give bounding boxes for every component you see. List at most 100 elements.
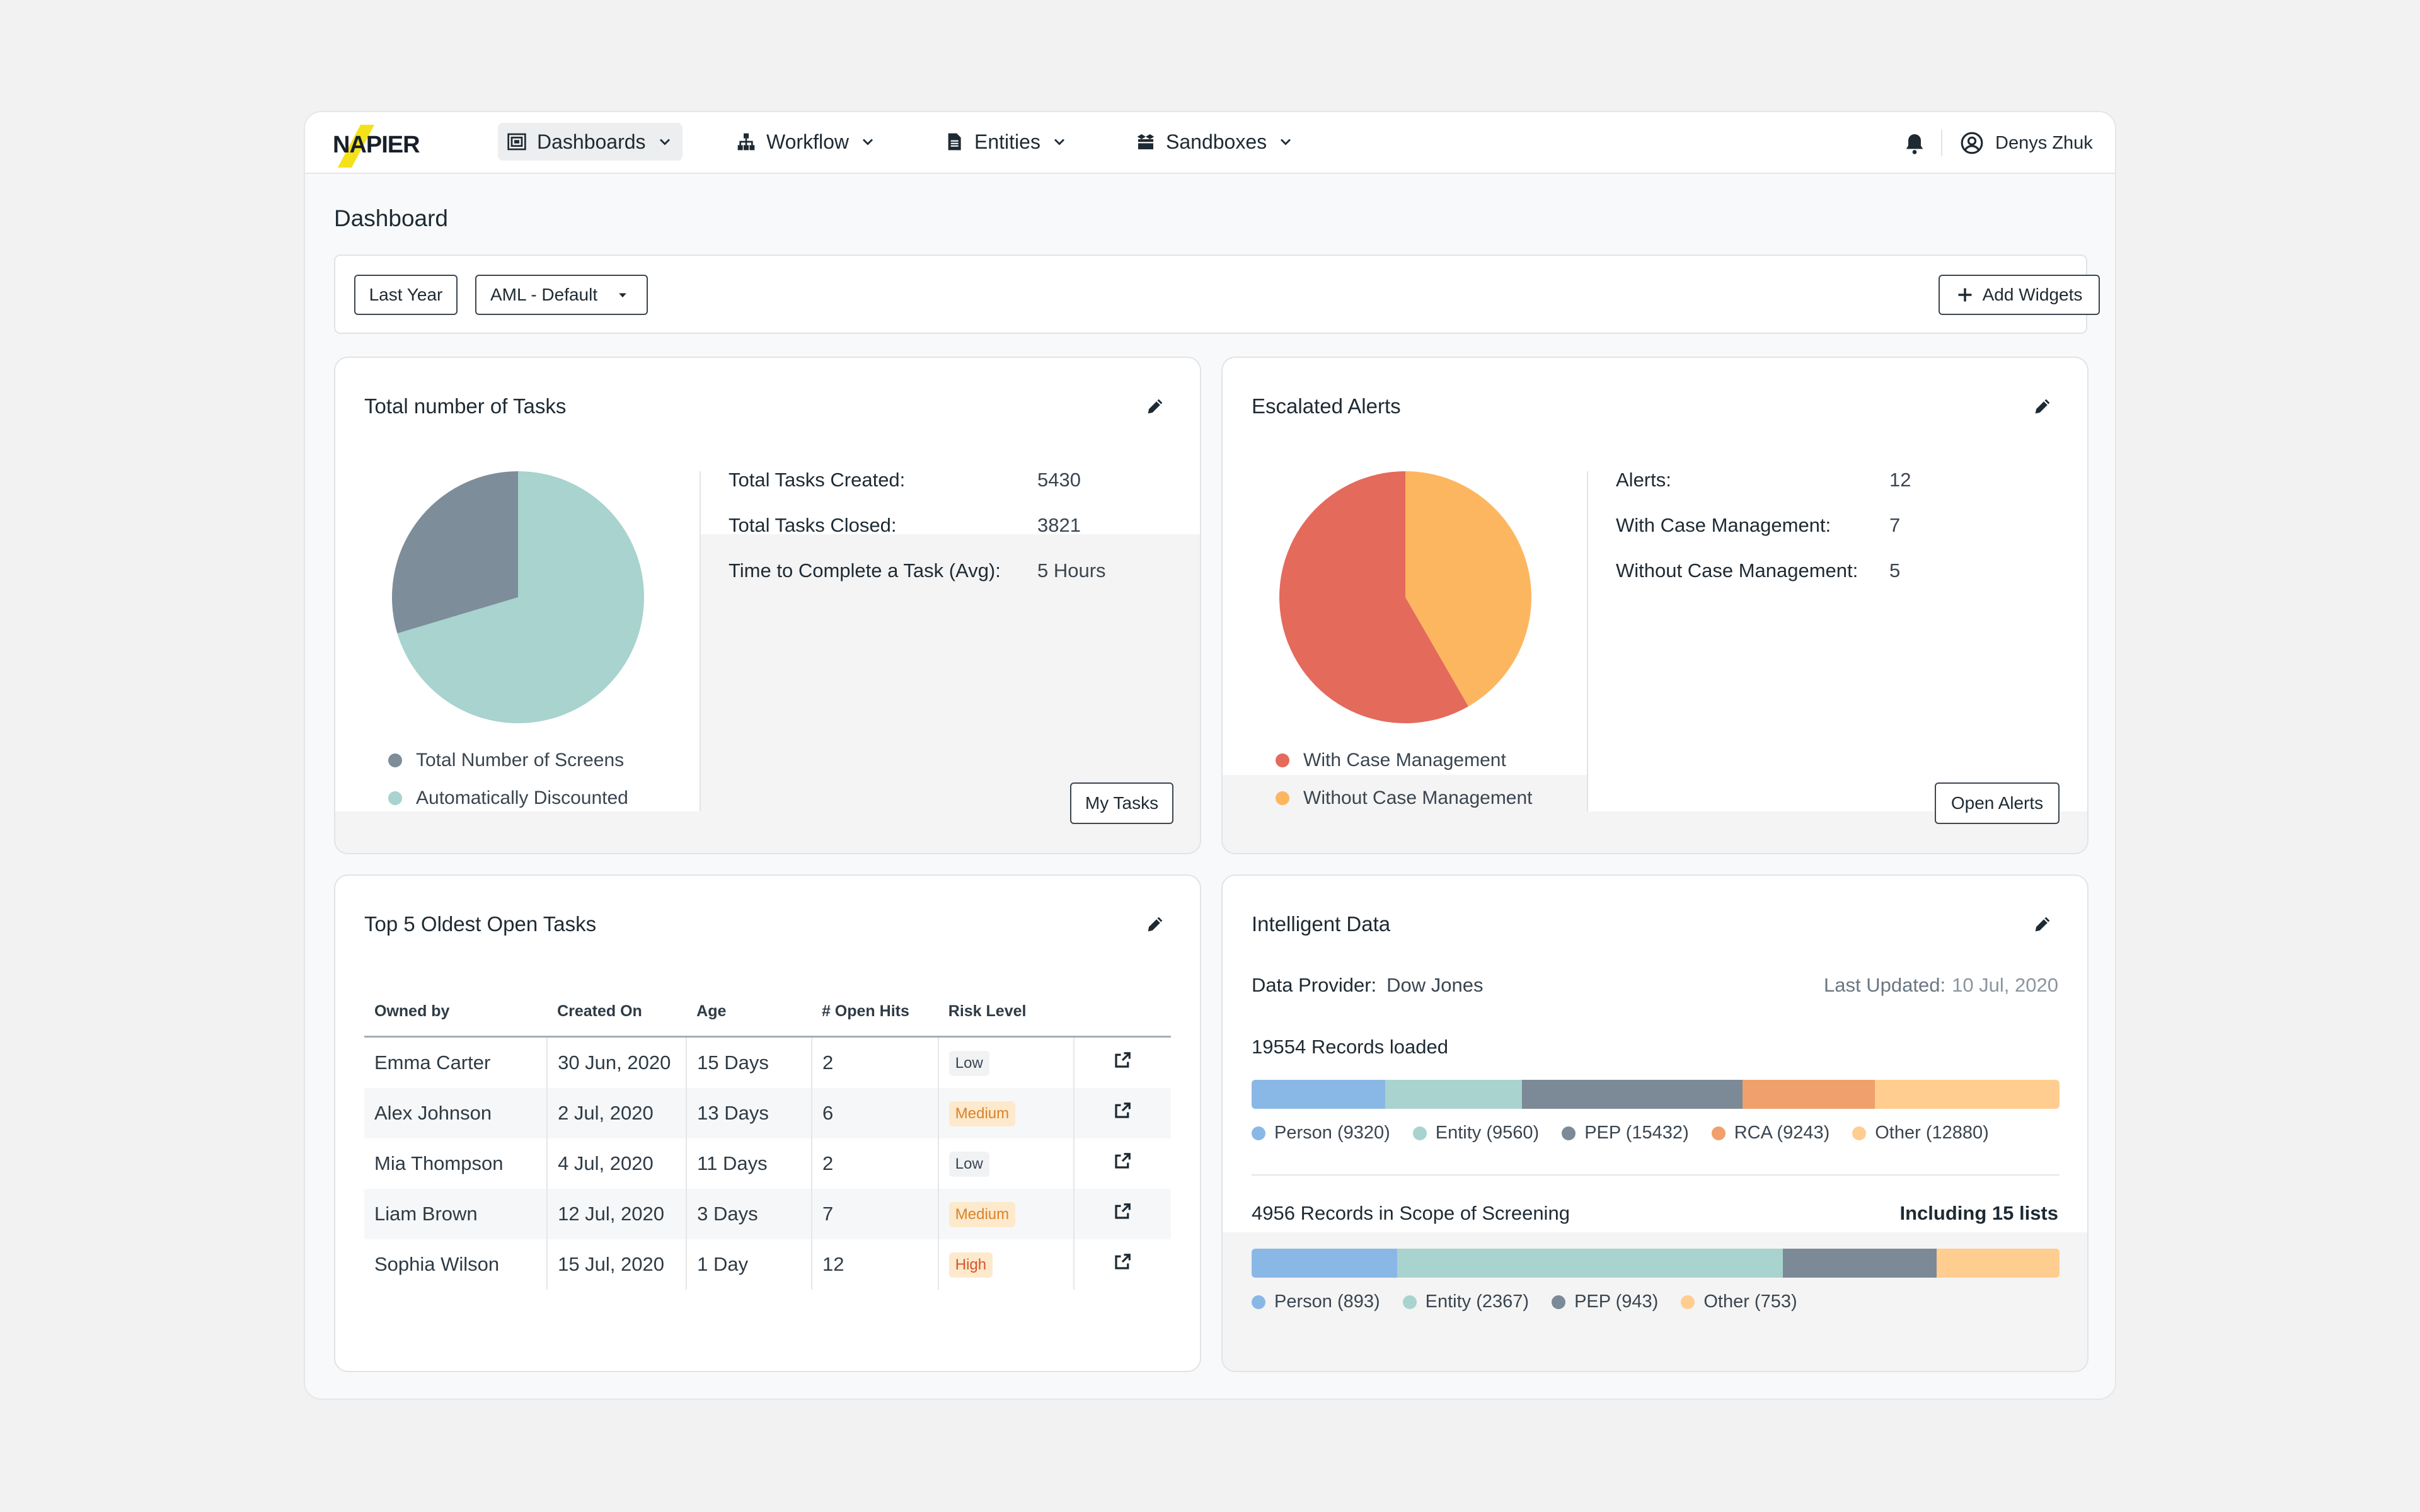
external-link-icon[interactable] — [1113, 1101, 1132, 1120]
pencil-icon[interactable] — [2032, 396, 2053, 417]
table-row[interactable]: Emma Carter 30 Jun, 2020 15 Days 2 Low — [364, 1036, 1171, 1089]
dashboard-icon — [507, 133, 526, 151]
risk-badge: Medium — [948, 1101, 1016, 1126]
table-row[interactable]: Mia Thompson 4 Jul, 2020 11 Days 2 Low — [364, 1138, 1171, 1189]
provider-value: Dow Jones — [1386, 974, 1484, 996]
period-filter-button[interactable]: Last Year — [354, 275, 458, 315]
nav-label: Dashboards — [537, 130, 646, 153]
open-alerts-button[interactable]: Open Alerts — [1935, 782, 2060, 824]
legend-item: Entity (9560) — [1412, 1123, 1540, 1143]
age-cell: 1 Day — [686, 1239, 812, 1290]
legend-label: PEP (943) — [1574, 1292, 1659, 1312]
pencil-icon[interactable] — [1144, 914, 1166, 935]
risk-badge: Low — [948, 1050, 989, 1076]
legend-item: Person (9320) — [1252, 1123, 1390, 1143]
stat-value: 7 — [1889, 514, 1901, 536]
chevron-down-icon — [1054, 139, 1064, 146]
risk-cell: High — [938, 1239, 1075, 1290]
add-widgets-label: Add Widgets — [1982, 285, 2083, 304]
add-widgets-button[interactable]: Add Widgets — [1939, 275, 2100, 315]
legend-item: Total Number of Screens — [388, 750, 624, 771]
nav-sandboxes[interactable]: Sandboxes — [1127, 123, 1303, 161]
column-header: Created On — [547, 987, 687, 1038]
updated-label: Last Updated: — [1824, 974, 1946, 996]
profile-select[interactable]: AML - Default — [475, 275, 648, 315]
table-row[interactable]: Sophia Wilson 15 Jul, 2020 1 Day 12 High — [364, 1239, 1171, 1290]
owner-cell: Mia Thompson — [364, 1138, 548, 1189]
bar-segment — [1937, 1249, 2060, 1278]
created-cell: 2 Jul, 2020 — [547, 1088, 688, 1138]
risk-cell: Low — [938, 1138, 1075, 1189]
legend-item: Automatically Discounted — [388, 788, 628, 809]
hits-cell: 12 — [811, 1239, 939, 1290]
external-link-icon[interactable] — [1113, 1202, 1132, 1221]
nav-label: Workflow — [766, 130, 849, 153]
legend-item: PEP (943) — [1552, 1292, 1658, 1312]
oldest-tasks-table: Owned by Created On Age # Open Hits Risk… — [364, 987, 1171, 1290]
stat-label: Alerts: — [1616, 469, 1671, 491]
legend-label: Other (753) — [1703, 1292, 1797, 1312]
divider — [1587, 471, 1588, 811]
nav-workflow[interactable]: Workflow — [727, 123, 885, 161]
legend-dot — [1402, 1295, 1417, 1309]
column-header: Risk Level — [938, 987, 1074, 1038]
app-window: NAPIER Dashboards Workflow Entities Sand… — [304, 111, 2116, 1400]
owner-cell: Sophia Wilson — [364, 1239, 548, 1290]
stat-label: Without Case Management: — [1616, 559, 1858, 581]
pencil-icon[interactable] — [1144, 396, 1166, 417]
age-cell: 11 Days — [686, 1138, 812, 1189]
external-link-icon[interactable] — [1113, 1051, 1132, 1070]
action-cell — [1074, 1037, 1171, 1089]
user-menu[interactable]: Denys Zhuk — [1960, 127, 2093, 159]
bar-segment — [1783, 1249, 1937, 1278]
risk-cell: Low — [938, 1036, 1075, 1088]
my-tasks-button[interactable]: My Tasks — [1070, 782, 1173, 824]
column-header: # Open Hits — [811, 987, 938, 1038]
hits-cell: 7 — [811, 1189, 939, 1239]
age-cell: 15 Days — [686, 1036, 812, 1088]
widget-title: Escalated Alerts — [1252, 394, 1401, 418]
risk-badge: Low — [948, 1151, 989, 1177]
pie-slice — [397, 471, 644, 723]
nav-dashboards[interactable]: Dashboards — [498, 123, 683, 161]
pencil-icon[interactable] — [2032, 914, 2053, 935]
table-row[interactable]: Alex Johnson 2 Jul, 2020 13 Days 6 Mediu… — [364, 1088, 1171, 1138]
table-header-row: Owned by Created On Age # Open Hits Risk… — [364, 987, 1171, 1038]
legend-dot — [1711, 1126, 1726, 1140]
stat-value: 5430 — [1037, 469, 1081, 491]
bell-icon[interactable] — [1902, 131, 1927, 156]
napier-logo[interactable]: NAPIER — [333, 125, 434, 168]
legend-label: Entity (9560) — [1435, 1123, 1540, 1143]
intelligent-data-widget: Intelligent Data Data Provider: Dow Jone… — [1221, 874, 2089, 1372]
provider-label: Data Provider: — [1252, 974, 1377, 996]
widget-title: Intelligent Data — [1252, 912, 1391, 936]
action-cell — [1073, 1088, 1171, 1138]
nav-entities[interactable]: Entities — [935, 123, 1077, 161]
external-link-icon[interactable] — [1113, 1252, 1132, 1271]
scope-legend: Person (893) Entity (2367) PEP (943) Oth… — [1252, 1292, 1797, 1312]
bar-segment — [1743, 1080, 1876, 1109]
hits-cell: 2 — [811, 1036, 939, 1088]
nav-label: Entities — [974, 130, 1040, 153]
pie-slice — [1279, 471, 1468, 723]
legend-label: Without Case Management — [1303, 788, 1533, 808]
pie-slice — [1405, 471, 1531, 707]
column-header: Age — [686, 987, 812, 1038]
alerts-pie-chart — [1279, 471, 1531, 723]
legend-label: Entity (2367) — [1425, 1292, 1530, 1312]
external-link-icon[interactable] — [1113, 1152, 1132, 1171]
plus-icon — [1958, 288, 1972, 302]
column-header-actions — [1073, 987, 1171, 1038]
legend-item: Entity (2367) — [1402, 1292, 1530, 1312]
page-title: Dashboard — [334, 205, 449, 231]
legend-label: Person (893) — [1274, 1292, 1380, 1312]
scope-lists: Including 15 lists — [1899, 1202, 2059, 1224]
table-row[interactable]: Liam Brown 12 Jul, 2020 3 Days 7 Medium — [364, 1189, 1171, 1239]
alerts-widget: Escalated Alerts With Case Management Wi… — [1221, 357, 2089, 854]
stat-label: Time to Complete a Task (Avg): — [729, 559, 1001, 581]
workflow-icon — [737, 133, 755, 151]
widget-title: Total number of Tasks — [364, 394, 567, 418]
owner-cell: Emma Carter — [364, 1036, 548, 1088]
legend-item: Person (893) — [1252, 1292, 1380, 1312]
legend-label: Person (9320) — [1274, 1123, 1390, 1143]
